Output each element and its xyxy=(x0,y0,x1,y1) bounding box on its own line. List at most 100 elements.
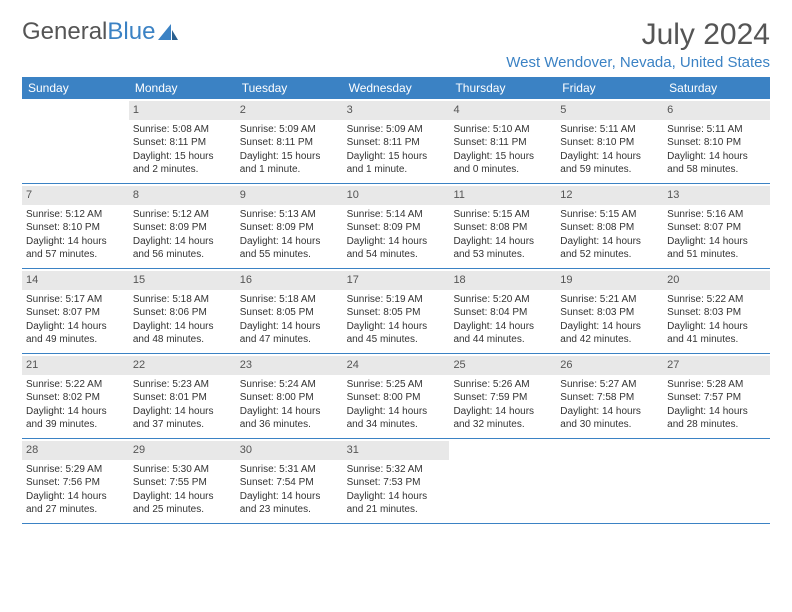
day-cell: 25Sunrise: 5:26 AMSunset: 7:59 PMDayligh… xyxy=(449,354,556,438)
day-info-line: Sunrise: 5:29 AM xyxy=(26,463,125,477)
weeks-container: 1Sunrise: 5:08 AMSunset: 8:11 PMDaylight… xyxy=(22,99,770,524)
day-info-line: Daylight: 14 hours xyxy=(347,235,446,249)
day-header-sunday: Sunday xyxy=(22,77,129,99)
day-number: 14 xyxy=(22,271,129,290)
brand-part2: Blue xyxy=(107,18,155,46)
day-info-line: Daylight: 14 hours xyxy=(133,405,232,419)
day-cell: 28 Sunrise: 5:29 AMSunset: 7:56 PMDayligh… xyxy=(22,439,129,523)
day-info-line: Sunset: 8:07 PM xyxy=(26,306,125,320)
day-info-line: Daylight: 14 hours xyxy=(667,235,766,249)
day-info-line: Daylight: 14 hours xyxy=(347,320,446,334)
day-info-line: Sunset: 8:00 PM xyxy=(240,391,339,405)
day-info-line: and 41 minutes. xyxy=(667,333,766,347)
day-number: 3 xyxy=(343,101,450,120)
day-info-line: Sunset: 8:10 PM xyxy=(560,136,659,150)
day-number: 20 xyxy=(663,271,770,290)
day-number: 16 xyxy=(236,271,343,290)
day-info-line: and 23 minutes. xyxy=(240,503,339,517)
day-cell: 27Sunrise: 5:28 AMSunset: 7:57 PMDayligh… xyxy=(663,354,770,438)
day-header-row: SundayMondayTuesdayWednesdayThursdayFrid… xyxy=(22,77,770,99)
day-info-line: Sunset: 7:56 PM xyxy=(26,476,125,490)
brand-part1: General xyxy=(22,18,107,46)
day-info-line: Daylight: 14 hours xyxy=(26,320,125,334)
day-number: 24 xyxy=(343,356,450,375)
day-info-line: Sunset: 8:06 PM xyxy=(133,306,232,320)
location-label: West Wendover, Nevada, United States xyxy=(506,54,770,71)
day-header-saturday: Saturday xyxy=(663,77,770,99)
day-info-line: and 55 minutes. xyxy=(240,248,339,262)
day-info-line: and 59 minutes. xyxy=(560,163,659,177)
day-number: 28 xyxy=(22,441,129,460)
day-info-line: Daylight: 14 hours xyxy=(667,150,766,164)
day-cell: 4Sunrise: 5:10 AMSunset: 8:11 PMDaylight… xyxy=(449,99,556,183)
logo-sail-icon xyxy=(158,24,180,42)
day-number: 12 xyxy=(556,186,663,205)
day-info-line: Daylight: 14 hours xyxy=(133,490,232,504)
day-info-line: Daylight: 14 hours xyxy=(240,490,339,504)
day-info-line: and 57 minutes. xyxy=(26,248,125,262)
day-info-line: Sunrise: 5:12 AM xyxy=(26,208,125,222)
day-info-line: and 42 minutes. xyxy=(560,333,659,347)
day-info-line: Sunrise: 5:15 AM xyxy=(560,208,659,222)
day-number: 13 xyxy=(663,186,770,205)
header: GeneralBlue July 2024 West Wendover, Nev… xyxy=(22,18,770,71)
day-info-line: and 51 minutes. xyxy=(667,248,766,262)
day-info-line: Sunset: 7:57 PM xyxy=(667,391,766,405)
day-number: 6 xyxy=(663,101,770,120)
day-header-monday: Monday xyxy=(129,77,236,99)
day-info-line: Daylight: 14 hours xyxy=(240,320,339,334)
day-info-line: Sunrise: 5:18 AM xyxy=(133,293,232,307)
brand-logo: GeneralBlue xyxy=(22,18,180,46)
day-info-line: Sunrise: 5:09 AM xyxy=(347,123,446,137)
day-cell: 10Sunrise: 5:14 AMSunset: 8:09 PMDayligh… xyxy=(343,184,450,268)
day-info-line: Sunrise: 5:09 AM xyxy=(240,123,339,137)
day-cell: 15Sunrise: 5:18 AMSunset: 8:06 PMDayligh… xyxy=(129,269,236,353)
calendar: SundayMondayTuesdayWednesdayThursdayFrid… xyxy=(22,77,770,524)
day-cell: 26Sunrise: 5:27 AMSunset: 7:58 PMDayligh… xyxy=(556,354,663,438)
day-cell: 30Sunrise: 5:31 AMSunset: 7:54 PMDayligh… xyxy=(236,439,343,523)
day-info-line: Daylight: 14 hours xyxy=(26,405,125,419)
day-info-line: and 37 minutes. xyxy=(133,418,232,432)
day-info-line: and 32 minutes. xyxy=(453,418,552,432)
day-number: 17 xyxy=(343,271,450,290)
day-info-line: Daylight: 14 hours xyxy=(133,235,232,249)
day-info-line: Sunset: 8:11 PM xyxy=(453,136,552,150)
day-cell: 14Sunrise: 5:17 AMSunset: 8:07 PMDayligh… xyxy=(22,269,129,353)
day-info-line: Sunrise: 5:12 AM xyxy=(133,208,232,222)
day-info-line: Sunrise: 5:22 AM xyxy=(667,293,766,307)
day-info-line: and 39 minutes. xyxy=(26,418,125,432)
day-info-line: Sunrise: 5:11 AM xyxy=(667,123,766,137)
day-info-line: Sunrise: 5:32 AM xyxy=(347,463,446,477)
day-info-line: and 52 minutes. xyxy=(560,248,659,262)
day-info-line: and 58 minutes. xyxy=(667,163,766,177)
day-cell xyxy=(556,439,663,523)
day-cell: 17Sunrise: 5:19 AMSunset: 8:05 PMDayligh… xyxy=(343,269,450,353)
day-info-line: Sunset: 8:09 PM xyxy=(347,221,446,235)
day-info-line: and 27 minutes. xyxy=(26,503,125,517)
day-header-wednesday: Wednesday xyxy=(343,77,450,99)
day-info-line: and 47 minutes. xyxy=(240,333,339,347)
day-info-line: Daylight: 14 hours xyxy=(453,405,552,419)
day-info-line: Daylight: 14 hours xyxy=(560,150,659,164)
day-info-line: Sunset: 8:11 PM xyxy=(347,136,446,150)
day-info-line: Daylight: 14 hours xyxy=(26,490,125,504)
day-info-line: Sunset: 7:58 PM xyxy=(560,391,659,405)
day-cell: 20Sunrise: 5:22 AMSunset: 8:03 PMDayligh… xyxy=(663,269,770,353)
day-info-line: Sunset: 7:53 PM xyxy=(347,476,446,490)
day-info-line: and 1 minute. xyxy=(240,163,339,177)
day-cell: 22Sunrise: 5:23 AMSunset: 8:01 PMDayligh… xyxy=(129,354,236,438)
day-info-line: Daylight: 14 hours xyxy=(240,235,339,249)
day-info-line: Sunrise: 5:28 AM xyxy=(667,378,766,392)
day-info-line: Sunset: 8:00 PM xyxy=(347,391,446,405)
day-info-line: Sunrise: 5:18 AM xyxy=(240,293,339,307)
day-info-line: Sunset: 7:55 PM xyxy=(133,476,232,490)
day-cell: 23Sunrise: 5:24 AMSunset: 8:00 PMDayligh… xyxy=(236,354,343,438)
day-number: 5 xyxy=(556,101,663,120)
day-number: 8 xyxy=(129,186,236,205)
day-cell: 3Sunrise: 5:09 AMSunset: 8:11 PMDaylight… xyxy=(343,99,450,183)
day-info-line: Sunrise: 5:19 AM xyxy=(347,293,446,307)
day-cell xyxy=(663,439,770,523)
day-info-line: and 21 minutes. xyxy=(347,503,446,517)
day-info-line: and 2 minutes. xyxy=(133,163,232,177)
day-header-tuesday: Tuesday xyxy=(236,77,343,99)
